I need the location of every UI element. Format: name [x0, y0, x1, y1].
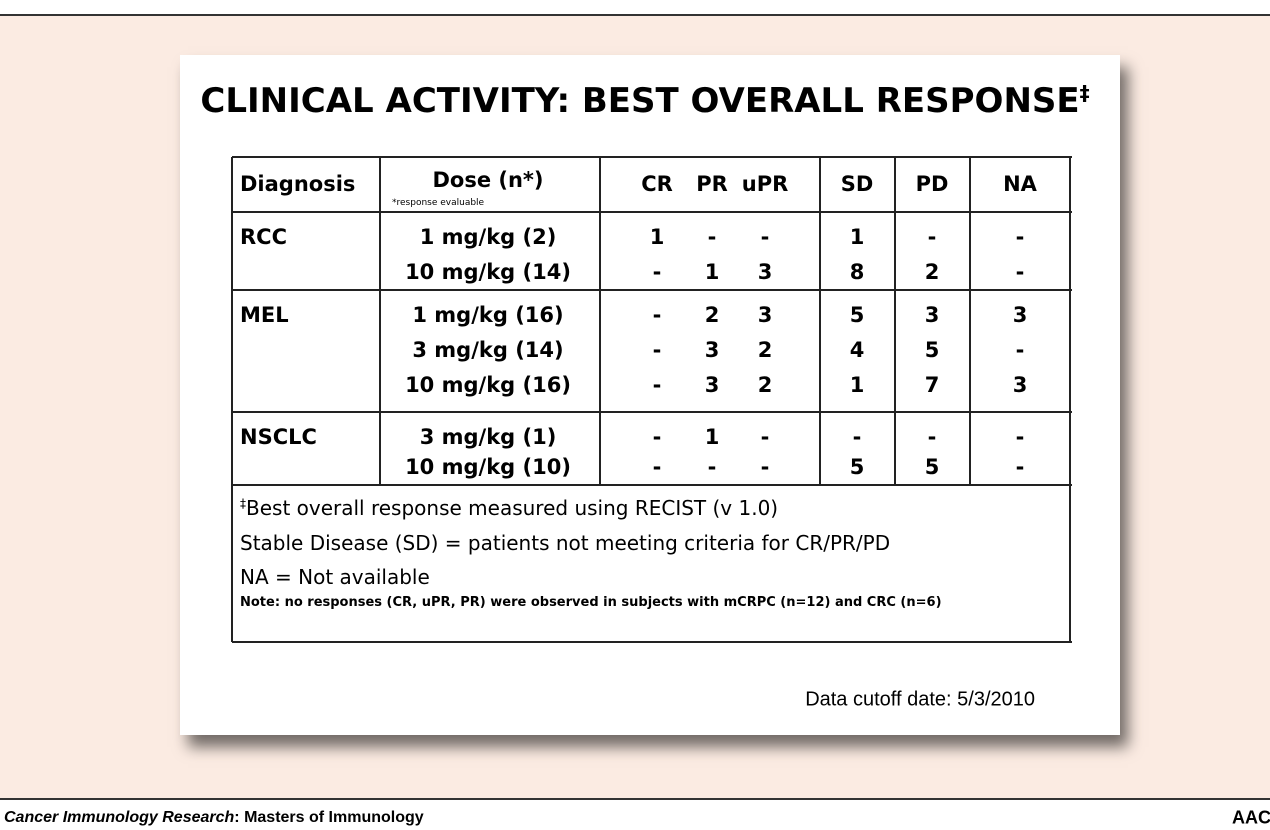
diagnosis: MEL [240, 303, 289, 327]
table-rule [232, 641, 1072, 643]
column-header: CR [641, 172, 673, 196]
cell: 2 [757, 338, 773, 362]
cell: 3 [704, 338, 720, 362]
dose: 1 mg/kg (16) [412, 303, 564, 327]
column-header: Diagnosis [240, 172, 356, 196]
cell: - [852, 425, 862, 449]
table-rule [894, 157, 896, 485]
cell: - [1015, 225, 1025, 249]
cell: 5 [924, 455, 940, 479]
dose: 3 mg/kg (1) [419, 425, 557, 449]
note-mark: ‡ [240, 496, 246, 511]
table-rule [232, 411, 1072, 413]
note-line: Stable Disease (SD) = patients not meeti… [240, 531, 890, 555]
footer-logo: AACR [1232, 807, 1270, 828]
cell: 4 [849, 338, 865, 362]
column-header: NA [1003, 172, 1037, 196]
dose: 1 mg/kg (2) [419, 225, 557, 249]
cell: - [1015, 338, 1025, 362]
slide-title: CLINICAL ACTIVITY: BEST OVERALL RESPONSE… [200, 81, 1089, 121]
cell: 1 [849, 225, 865, 249]
header-note: *response evaluable [392, 198, 485, 208]
cell: - [760, 425, 770, 449]
table-rule [232, 484, 1072, 486]
cell: - [927, 425, 937, 449]
cell: - [760, 225, 770, 249]
table-rule [599, 157, 601, 485]
cell: - [760, 455, 770, 479]
title-text: CLINICAL ACTIVITY: BEST OVERALL RESPONSE [200, 81, 1080, 122]
table-rule [819, 157, 821, 485]
note-text: NA = Not available [240, 565, 430, 589]
cutoff-date: Data cutoff date: 5/3/2010 [805, 688, 1035, 711]
footer: Cancer Immunology Research: Masters of I… [4, 809, 424, 827]
dose: 3 mg/kg (14) [412, 338, 564, 362]
diagnosis: RCC [240, 225, 287, 249]
dose: 10 mg/kg (16) [405, 373, 571, 397]
cell: 1 [704, 425, 720, 449]
cell: 5 [849, 303, 865, 327]
cell: 3 [757, 303, 773, 327]
cell: 7 [924, 373, 940, 397]
cell: - [652, 338, 662, 362]
cell: 8 [849, 260, 865, 284]
title-mark: ‡ [1079, 80, 1090, 105]
cell: 3 [1012, 373, 1028, 397]
footer-journal: Cancer Immunology Research [4, 809, 235, 826]
footer-series: : Masters of Immunology [234, 809, 424, 826]
cell: - [652, 455, 662, 479]
cell: - [707, 455, 717, 479]
cell: 1 [849, 373, 865, 397]
cell: 3 [1012, 303, 1028, 327]
column-header: Dose (n*) [432, 168, 544, 192]
cell: - [652, 373, 662, 397]
cell: 2 [704, 303, 720, 327]
cell: - [652, 260, 662, 284]
cell: - [1015, 455, 1025, 479]
dose: 10 mg/kg (10) [405, 455, 571, 479]
cell: 2 [924, 260, 940, 284]
cell: 3 [757, 260, 773, 284]
cell: - [707, 225, 717, 249]
table-rule [1069, 157, 1071, 642]
column-header: PR [696, 172, 728, 196]
cell: 3 [704, 373, 720, 397]
column-header: PD [915, 172, 949, 196]
note-line: ‡Best overall response measured using RE… [240, 496, 778, 520]
cell: - [927, 225, 937, 249]
cell: 1 [704, 260, 720, 284]
cell: - [1015, 260, 1025, 284]
cell: 5 [924, 338, 940, 362]
cell: 2 [757, 373, 773, 397]
note-text: Best overall response measured using REC… [246, 496, 779, 520]
column-header: SD [840, 172, 874, 196]
cell: 3 [924, 303, 940, 327]
slide [180, 55, 1120, 735]
table-rule [379, 157, 381, 485]
note-text: Stable Disease (SD) = patients not meeti… [240, 531, 891, 555]
table-rule [232, 156, 1072, 158]
column-header: uPR [741, 172, 789, 196]
dose: 10 mg/kg (14) [405, 260, 571, 284]
diagnosis: NSCLC [240, 425, 317, 449]
cell: 1 [649, 225, 665, 249]
cell: - [1015, 425, 1025, 449]
note-small: Note: no responses (CR, uPR, PR) were ob… [240, 595, 942, 610]
note-line: NA = Not available [240, 565, 430, 589]
table-rule [232, 211, 1072, 213]
cell: 5 [849, 455, 865, 479]
cell: - [652, 425, 662, 449]
table-rule [231, 157, 233, 642]
cell: - [652, 303, 662, 327]
table-rule [969, 157, 971, 485]
table-rule [232, 289, 1072, 291]
